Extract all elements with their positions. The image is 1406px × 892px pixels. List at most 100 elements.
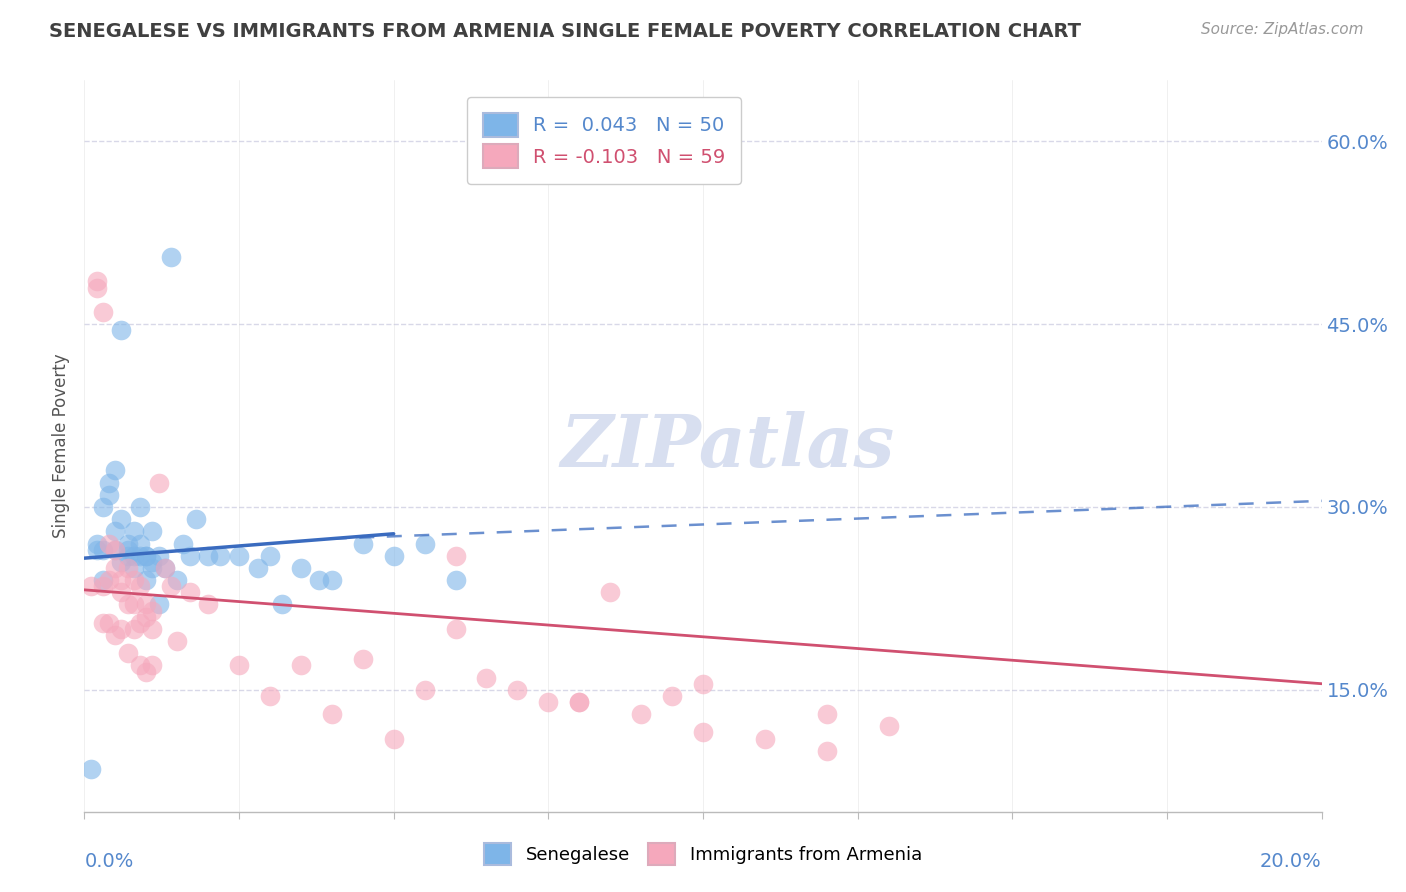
Point <box>661 689 683 703</box>
Point <box>117 561 139 575</box>
Point <box>104 561 127 575</box>
Point <box>692 725 714 739</box>
Point <box>129 615 152 630</box>
Point <box>98 536 121 550</box>
Point <box>166 634 188 648</box>
Point <box>308 573 330 587</box>
Point <box>382 731 405 746</box>
Point <box>197 549 219 563</box>
Point <box>160 250 183 264</box>
Text: Source: ZipAtlas.com: Source: ZipAtlas.com <box>1201 22 1364 37</box>
Point <box>141 561 163 575</box>
Point <box>110 512 132 526</box>
Point <box>86 542 108 557</box>
Point <box>79 579 101 593</box>
Point <box>91 305 114 319</box>
Point <box>104 463 127 477</box>
Legend: Senegalese, Immigrants from Armenia: Senegalese, Immigrants from Armenia <box>475 834 931 874</box>
Point <box>117 646 139 660</box>
Point <box>122 598 145 612</box>
Point <box>209 549 232 563</box>
Point <box>141 603 163 617</box>
Point <box>568 695 591 709</box>
Point <box>228 549 250 563</box>
Point <box>877 719 900 733</box>
Point <box>321 707 343 722</box>
Point <box>110 585 132 599</box>
Legend: R =  0.043   N = 50, R = -0.103   N = 59: R = 0.043 N = 50, R = -0.103 N = 59 <box>467 97 741 184</box>
Point <box>129 549 152 563</box>
Point <box>321 573 343 587</box>
Point <box>444 622 467 636</box>
Point <box>537 695 560 709</box>
Point <box>129 658 152 673</box>
Y-axis label: Single Female Poverty: Single Female Poverty <box>52 354 70 538</box>
Text: ZIPatlas: ZIPatlas <box>561 410 894 482</box>
Point <box>290 561 312 575</box>
Point <box>110 622 132 636</box>
Point <box>599 585 621 599</box>
Point <box>568 695 591 709</box>
Point <box>91 500 114 514</box>
Point <box>166 573 188 587</box>
Point <box>692 676 714 690</box>
Point <box>172 536 194 550</box>
Point <box>117 549 139 563</box>
Point <box>153 561 176 575</box>
Point <box>246 561 269 575</box>
Point <box>117 542 139 557</box>
Point <box>98 573 121 587</box>
Point <box>197 598 219 612</box>
Point <box>135 573 157 587</box>
Point <box>110 323 132 337</box>
Point <box>141 622 163 636</box>
Point <box>444 573 467 587</box>
Point <box>413 536 436 550</box>
Point <box>98 475 121 490</box>
Point <box>148 475 170 490</box>
Point <box>135 665 157 679</box>
Point <box>98 488 121 502</box>
Point <box>444 549 467 563</box>
Point <box>141 658 163 673</box>
Point <box>110 573 132 587</box>
Point <box>630 707 652 722</box>
Point <box>228 658 250 673</box>
Point <box>117 598 139 612</box>
Point <box>475 671 498 685</box>
Point <box>91 542 114 557</box>
Point <box>98 615 121 630</box>
Point <box>148 549 170 563</box>
Text: 20.0%: 20.0% <box>1260 852 1322 871</box>
Point <box>91 573 114 587</box>
Point <box>117 536 139 550</box>
Point <box>259 689 281 703</box>
Point <box>129 579 152 593</box>
Point <box>290 658 312 673</box>
Point <box>413 682 436 697</box>
Point <box>135 549 157 563</box>
Point <box>104 628 127 642</box>
Point <box>135 598 157 612</box>
Point <box>122 549 145 563</box>
Point <box>122 561 145 575</box>
Point <box>259 549 281 563</box>
Point <box>141 555 163 569</box>
Point <box>104 524 127 539</box>
Point <box>352 536 374 550</box>
Point <box>104 542 127 557</box>
Point <box>86 280 108 294</box>
Point <box>160 579 183 593</box>
Point <box>91 615 114 630</box>
Point <box>179 585 201 599</box>
Point <box>135 549 157 563</box>
Point <box>179 549 201 563</box>
Point <box>271 598 294 612</box>
Point <box>104 542 127 557</box>
Point <box>122 524 145 539</box>
Point <box>184 512 207 526</box>
Point <box>506 682 529 697</box>
Text: SENEGALESE VS IMMIGRANTS FROM ARMENIA SINGLE FEMALE POVERTY CORRELATION CHART: SENEGALESE VS IMMIGRANTS FROM ARMENIA SI… <box>49 22 1081 41</box>
Point <box>110 555 132 569</box>
Point <box>815 744 838 758</box>
